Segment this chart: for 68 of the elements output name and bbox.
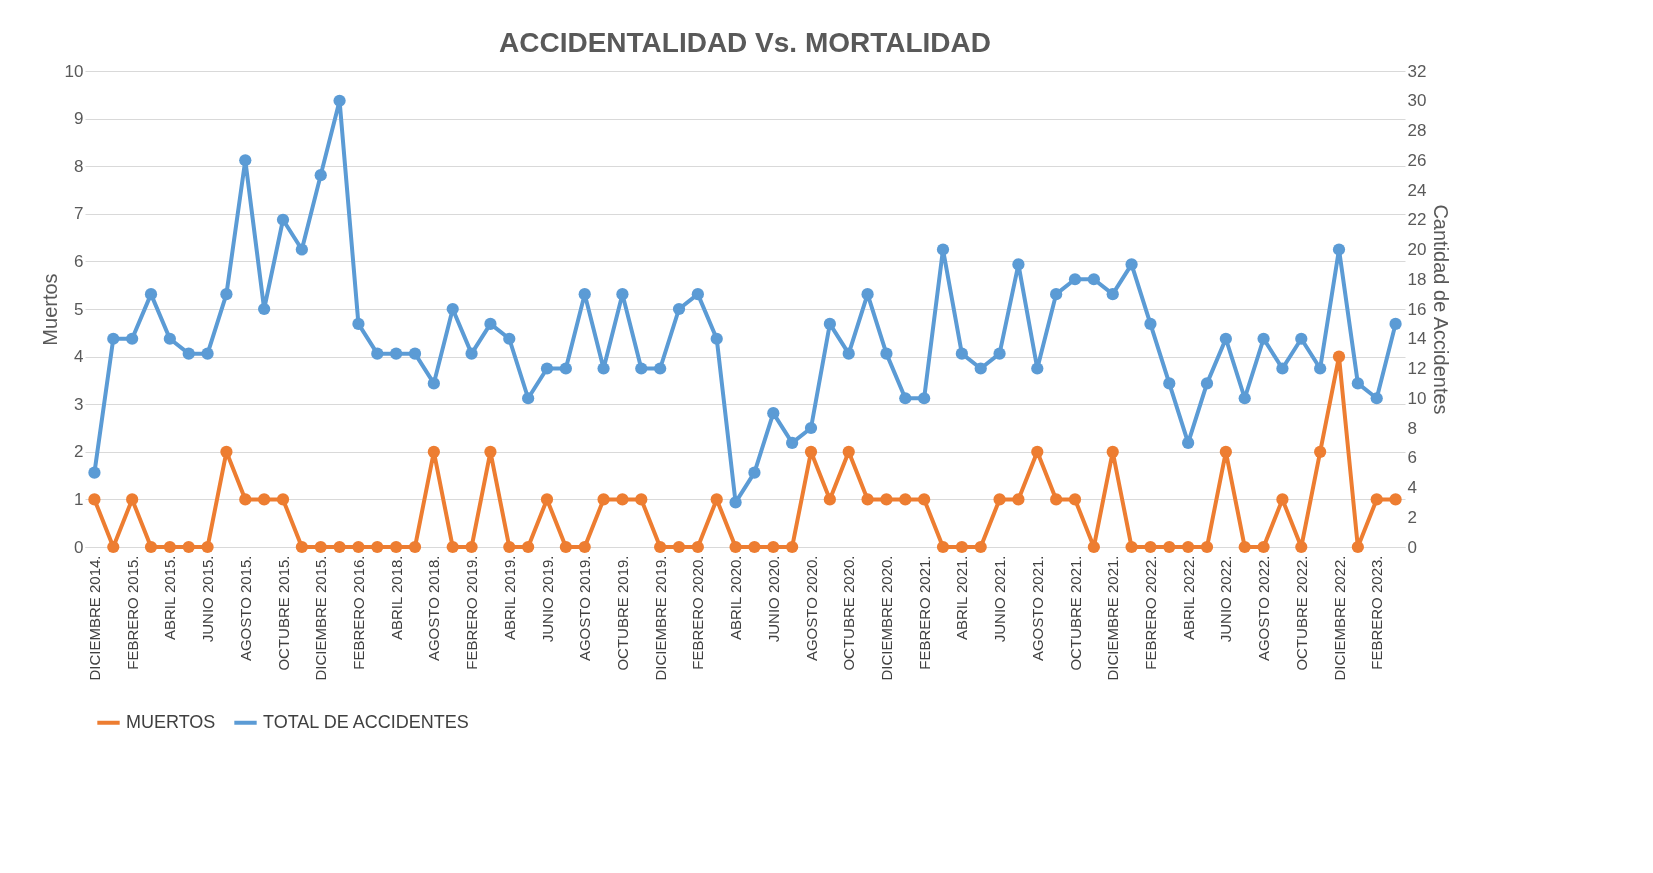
y-tick-label: 7 <box>74 204 84 224</box>
x-tick-label: DICIEMBRE 2014. <box>85 555 103 681</box>
x-tick-label: OCTUBRE 2021. <box>1066 555 1084 671</box>
x-tick-label: FEBRERO 2023. <box>1368 555 1386 670</box>
y2-tick-label: 32 <box>1407 61 1427 81</box>
x-tick-label: ABRIL 2018. <box>387 555 405 640</box>
y2-axis-title: Cantidad de Accidentes <box>1430 204 1453 415</box>
y2-tick-label: 28 <box>1407 121 1427 140</box>
y2-tick-label: 10 <box>1407 388 1427 408</box>
x-tick-label: FEBRERO 2021. <box>915 555 933 670</box>
x-tick-label: ABRIL 2020. <box>727 555 745 640</box>
x-tick-label: FEBRERO 2022. <box>1141 555 1159 670</box>
x-tick-label: FEBRERO 2020. <box>689 555 707 670</box>
x-tick-label: AGOSTO 2018. <box>425 555 443 662</box>
y2-tick-label: 20 <box>1407 240 1427 259</box>
y2-tick-label: 18 <box>1407 269 1427 289</box>
y-tick-label: 3 <box>74 394 84 414</box>
x-tick-label: JUNIO 2022. <box>1217 555 1235 643</box>
x-tick-label: AGOSTO 2020. <box>802 555 820 662</box>
x-tick-label: OCTUBRE 2020. <box>840 555 858 671</box>
y-tick-label: 8 <box>74 156 84 176</box>
y2-tick-label: 22 <box>1407 210 1427 230</box>
x-tick-label: AGOSTO 2021. <box>1028 555 1046 662</box>
x-tick-label: DICIEMBRE 2020. <box>877 555 895 681</box>
x-tick-label: JUNIO 2015. <box>199 555 217 643</box>
x-tick-label: ABRIL 2021. <box>953 555 971 640</box>
y2-tick-label: 12 <box>1407 359 1427 378</box>
y2-tick-label: 2 <box>1407 507 1417 527</box>
y-tick-label: 4 <box>74 347 84 367</box>
y2-tick-label: 26 <box>1407 150 1427 170</box>
y-tick-label: 6 <box>74 251 84 271</box>
x-tick-label: JUNIO 2021. <box>991 555 1009 643</box>
x-tick-label: JUNIO 2019. <box>538 555 556 643</box>
x-tick-label: DICIEMBRE 2019. <box>651 555 669 681</box>
x-tick-label: AGOSTO 2019. <box>576 555 594 662</box>
y2-tick-label: 14 <box>1407 329 1427 349</box>
x-tick-label: FEBRERO 2016. <box>349 555 367 670</box>
x-tick-label: ABRIL 2022. <box>1179 555 1197 640</box>
x-tick-label: FEBRERO 2015. <box>123 555 141 670</box>
y2-tick-label: 6 <box>1407 448 1417 468</box>
y2-tick-label: 8 <box>1407 418 1417 438</box>
y-tick-label: 10 <box>64 61 84 81</box>
x-tick-label: OCTUBRE 2015. <box>274 555 292 671</box>
y2-tick-label: 16 <box>1407 299 1427 319</box>
y-tick-label: 9 <box>74 109 84 129</box>
y2-tick-label: 4 <box>1407 478 1417 497</box>
x-tick-label: ABRIL 2015. <box>161 555 179 640</box>
x-tick-label: AGOSTO 2022. <box>1255 555 1273 662</box>
x-tick-label: OCTUBRE 2022. <box>1292 555 1310 671</box>
x-tick-label: ABRIL 2019. <box>500 555 518 640</box>
y-tick-label: 2 <box>74 442 84 462</box>
x-tick-label: FEBRERO 2019. <box>463 555 481 670</box>
legend-label: TOTAL DE ACCIDENTES <box>263 711 469 732</box>
x-tick-label: DICIEMBRE 2021. <box>1104 555 1122 681</box>
x-tick-label: AGOSTO 2015. <box>236 555 254 662</box>
y-tick-label: 0 <box>74 537 84 557</box>
y2-tick-label: 30 <box>1407 91 1427 111</box>
x-tick-label: DICIEMBRE 2015. <box>312 555 330 681</box>
x-tick-label: DICIEMBRE 2022. <box>1330 555 1348 681</box>
y-axis-title: Muertos <box>38 273 61 346</box>
legend-label: MUERTOS <box>126 711 216 732</box>
y2-tick-label: 0 <box>1407 537 1417 557</box>
y2-tick-label: 24 <box>1407 180 1427 200</box>
x-tick-label: JUNIO 2020. <box>764 555 782 643</box>
x-tick-label: OCTUBRE 2019. <box>613 555 631 671</box>
y-tick-label: 1 <box>74 489 84 509</box>
y-tick-label: 5 <box>74 299 84 319</box>
chart-title: ACCIDENTALIDAD Vs. MORTALIDAD <box>498 27 992 58</box>
